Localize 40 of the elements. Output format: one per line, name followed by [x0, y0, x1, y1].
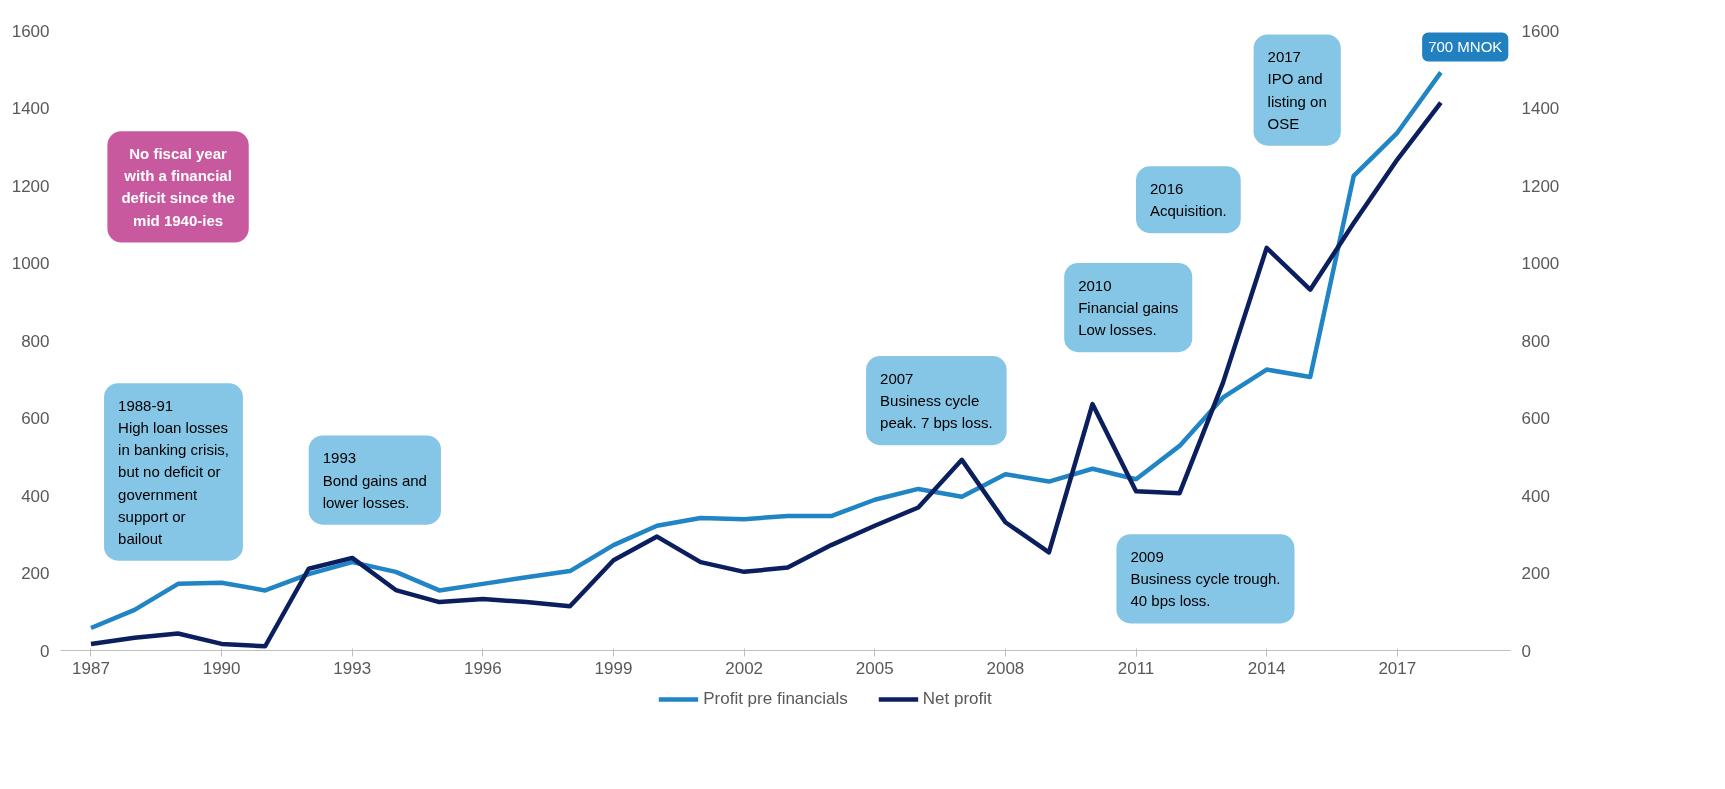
- y-tick-label: 1200: [11, 176, 50, 196]
- x-tick-label: 2008: [986, 658, 1025, 678]
- y-tick-label: 600: [21, 409, 50, 428]
- annotation: No fiscal year with a financial deficit since the mid 1940-ies: [121, 145, 235, 229]
- y-tick-label: 0: [40, 641, 50, 661]
- x-tick-label: 2011: [1117, 658, 1155, 678]
- x-tick-label: 2014: [1247, 658, 1286, 678]
- y2-tick-label: 600: [1521, 409, 1550, 428]
- x-tick-label: 1996: [463, 658, 502, 678]
- annotation: 1988-91 High loan losses in banking crisis, but no deficit or government support or bailout: [118, 397, 229, 547]
- y2-tick-label: 0: [1521, 641, 1531, 661]
- annotation: 1993 Bond gains and lower losses.: [322, 449, 427, 511]
- legend-label: Profit pre financials: [703, 688, 848, 709]
- y-tick-label: 800: [21, 331, 50, 351]
- annotation: 2017 IPO and listing on OSE: [1267, 48, 1327, 132]
- y2-tick-label: 1600: [1521, 21, 1560, 41]
- y-tick-label: 1400: [11, 99, 50, 118]
- y-tick-label: 400: [21, 486, 50, 506]
- x-tick-label: 1993: [333, 658, 372, 678]
- x-tick-label: 2017: [1378, 658, 1417, 678]
- legend-label: Net profit: [922, 688, 992, 709]
- y-tick-label: 1600: [11, 21, 50, 41]
- annotation: 2016 Acquisition.: [1150, 180, 1227, 220]
- x-tick-label: 1990: [202, 658, 241, 678]
- x-tick-label: 2005: [855, 658, 894, 678]
- annotation: 2007 Business cycle peak. 7 bps loss.: [880, 370, 993, 432]
- annotation: 700 MNOK: [1428, 38, 1503, 56]
- x-tick-label: 1999: [594, 658, 633, 678]
- y-tick-label: 1000: [11, 254, 50, 273]
- y-tick-label: 200: [21, 564, 50, 583]
- y2-tick-label: 1000: [1521, 254, 1560, 273]
- x-tick-label: 1987: [72, 658, 110, 678]
- y2-tick-label: 200: [1521, 564, 1550, 583]
- x-tick-label: 2002: [725, 658, 764, 678]
- annotation: 2009 Business cycle trough. 40 bps loss.: [1130, 548, 1281, 610]
- y2-tick-label: 1400: [1521, 99, 1560, 118]
- y2-tick-label: 800: [1521, 331, 1550, 351]
- annotation: 2010 Financial gains Low losses.: [1078, 277, 1179, 339]
- y2-tick-label: 1200: [1521, 176, 1560, 196]
- y2-tick-label: 400: [1521, 486, 1550, 506]
